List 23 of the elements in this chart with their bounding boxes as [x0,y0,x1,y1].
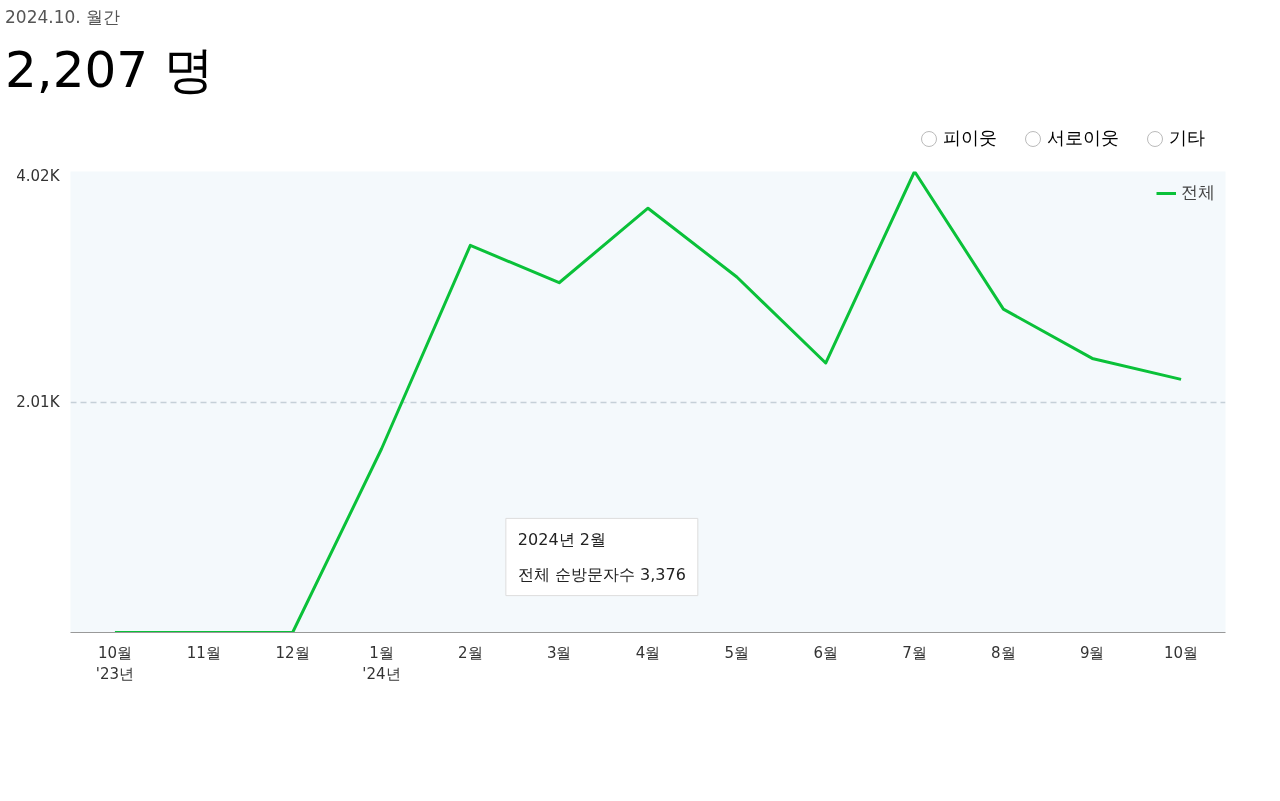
text: 피이웃 [942,127,997,148]
chart-subtitle: 2024.10. 월간 [5,6,122,29]
x-tick-label: 3월 [546,643,572,662]
x-tick-label: 7월 [902,643,927,662]
text: 서로이웃 [1046,127,1119,148]
x-tick-label: 10월 [1164,643,1199,662]
x-tick-label: 12월 [275,643,310,662]
chart-title: 2,207 명 [5,40,215,102]
x-tick-label: 6월 [813,643,838,662]
x-tick-label: 11월 [186,643,221,662]
x-tick-label: 8월 [991,643,1016,662]
y-tick-label: 4.02K [16,166,61,185]
x-tick-label: 5월 [724,643,750,662]
line-series [113,171,1183,633]
y-tick-label: 2.01K [16,393,61,411]
legend-label: 전체 [1181,181,1215,204]
x-tick-label: 2월 [458,643,483,662]
x-tick-label: 1월 '24년 [362,643,401,684]
x-tick-label: 4월 [635,643,661,662]
text: 기타 [1168,127,1205,148]
x-tick-label: 9월 [1079,643,1105,662]
annotation: 2024년 2월 전체 순방문자수 3,376 [517,530,686,584]
x-tick-label: 10월 '23년 [95,643,135,684]
